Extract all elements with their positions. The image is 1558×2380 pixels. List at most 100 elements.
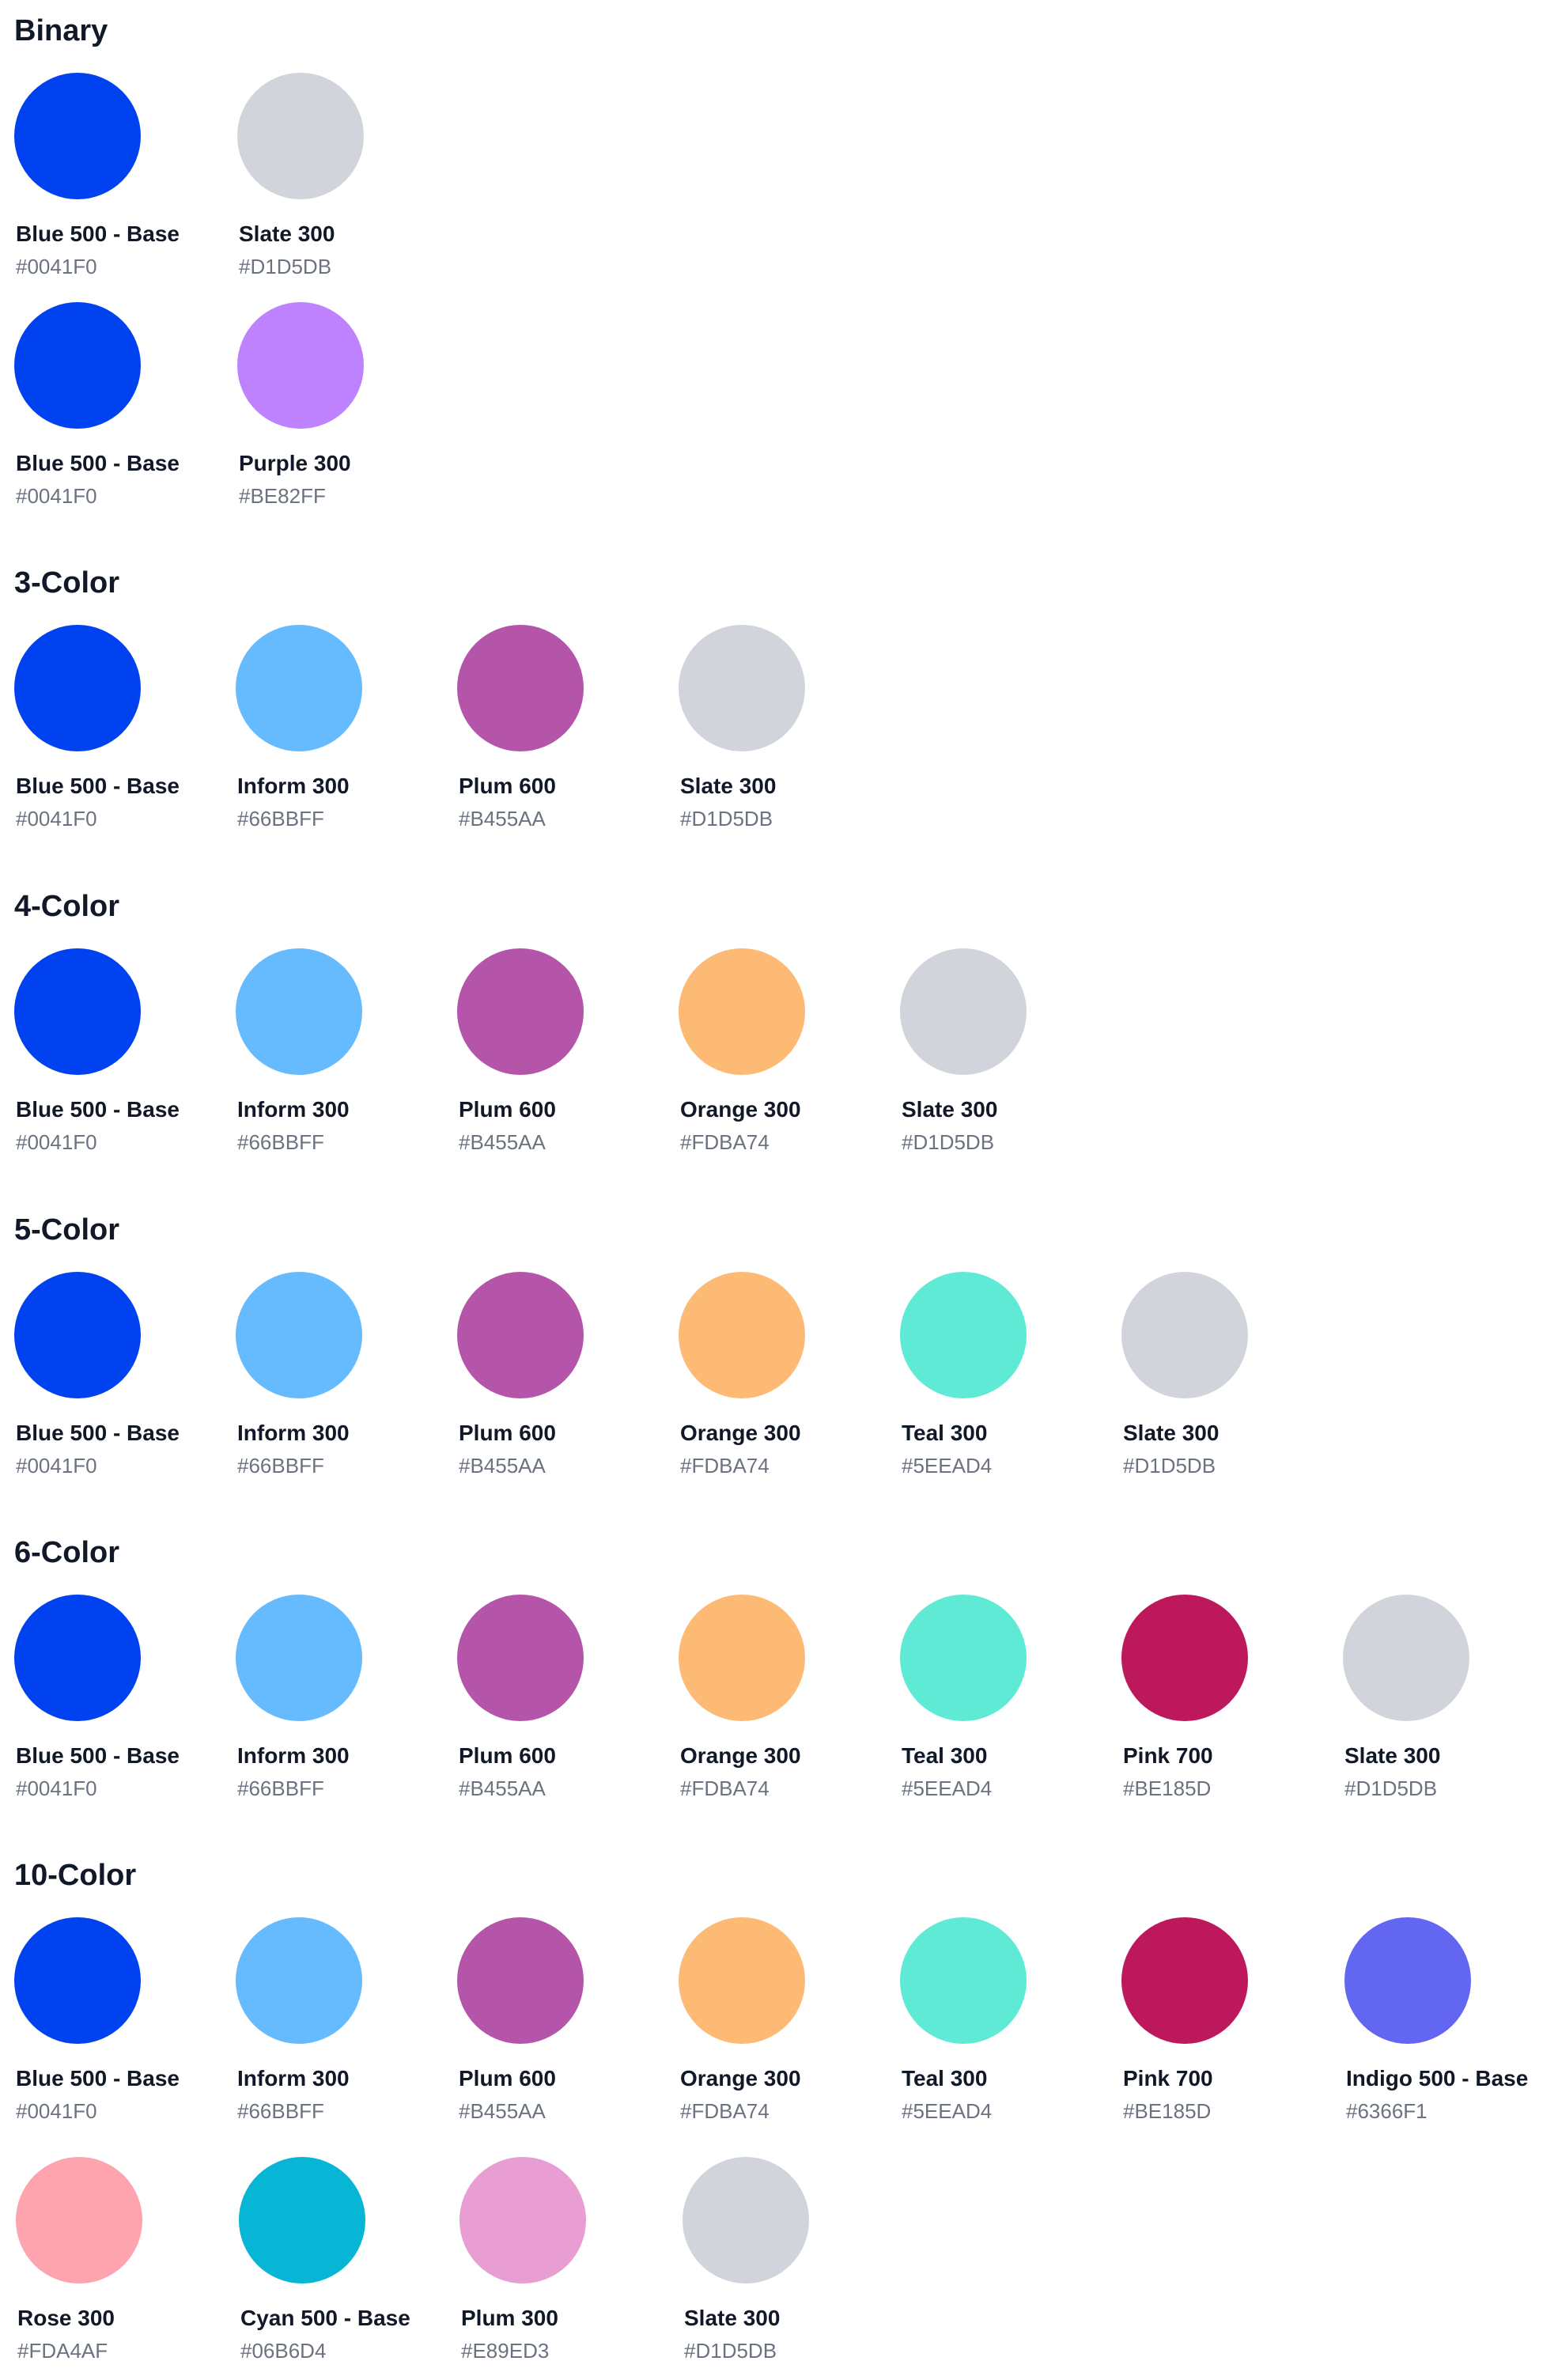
swatch-name: Orange 300 — [680, 1421, 801, 1445]
swatch-binary-2-purple-300: Purple 300 #BE82FF — [237, 302, 475, 508]
swatch-name: Rose 300 — [17, 2306, 115, 2330]
swatch-hex: #0041F0 — [16, 807, 97, 831]
swatch-circle — [457, 948, 584, 1075]
swatch-name: Inform 300 — [237, 2066, 350, 2091]
swatch-4-color-orange-300: Orange 300 #FDBA74 — [679, 948, 916, 1154]
section-title-10-color: 10-Color — [14, 1859, 137, 1892]
swatch-circle — [900, 1595, 1027, 1721]
swatch-hex: #66BBFF — [237, 1130, 324, 1154]
swatch-3-color-plum-600: Plum 600 #B455AA — [457, 625, 694, 831]
swatch-circle — [236, 625, 362, 751]
swatch-circle — [679, 625, 805, 751]
swatch-name: Inform 300 — [237, 1421, 350, 1445]
swatch-4-color-blue-500: Blue 500 - Base #0041F0 — [14, 948, 251, 1154]
swatch-circle — [679, 1272, 805, 1398]
swatch-4-color-inform-300: Inform 300 #66BBFF — [236, 948, 473, 1154]
swatch-circle — [1343, 1595, 1469, 1721]
swatch-4-color-slate-300: Slate 300 #D1D5DB — [900, 948, 1137, 1154]
swatch-circle — [900, 1272, 1027, 1398]
swatch-hex: #BE82FF — [239, 484, 326, 508]
swatch-name: Inform 300 — [237, 1097, 350, 1122]
swatch-10-color-slate-300: Slate 300 #D1D5DB — [683, 2157, 920, 2363]
swatch-name: Inform 300 — [237, 774, 350, 798]
swatch-10-color-indigo-500: Indigo 500 - Base #6366F1 — [1344, 1917, 1555, 2123]
swatch-circle — [1121, 1917, 1248, 2044]
swatch-name: Slate 300 — [1123, 1421, 1220, 1445]
swatch-circle — [14, 302, 141, 429]
swatch-hex: #BE185D — [1123, 2099, 1212, 2123]
swatch-10-color-orange-300: Orange 300 #FDBA74 — [679, 1917, 916, 2123]
swatch-binary-1-slate-300: Slate 300 #D1D5DB — [237, 73, 475, 278]
swatch-hex: #D1D5DB — [1123, 1454, 1216, 1478]
swatch-hex: #6366F1 — [1346, 2099, 1428, 2123]
swatch-hex: #FDA4AF — [17, 2339, 108, 2363]
swatch-hex: #5EEAD4 — [902, 1776, 993, 1800]
swatch-10-color-cyan-500: Cyan 500 - Base #06B6D4 — [239, 2157, 476, 2363]
swatch-circle — [679, 1595, 805, 1721]
swatch-name: Blue 500 - Base — [16, 221, 180, 246]
swatch-name: Indigo 500 - Base — [1346, 2066, 1529, 2091]
swatch-hex: #06B6D4 — [240, 2339, 327, 2363]
swatch-hex: #E89ED3 — [461, 2339, 550, 2363]
swatch-circle — [457, 625, 584, 751]
swatch-name: Teal 300 — [902, 1743, 988, 1768]
swatch-circle — [236, 1595, 362, 1721]
swatch-name: Blue 500 - Base — [16, 1421, 180, 1445]
swatch-5-color-orange-300: Orange 300 #FDBA74 — [679, 1272, 916, 1478]
swatch-hex: #0041F0 — [16, 255, 97, 278]
swatch-5-color-plum-600: Plum 600 #B455AA — [457, 1272, 694, 1478]
swatch-hex: #66BBFF — [237, 1454, 324, 1478]
swatch-hex: #B455AA — [459, 1130, 546, 1154]
section-title-6-color: 6-Color — [14, 1536, 119, 1569]
swatch-hex: #5EEAD4 — [902, 1454, 993, 1478]
swatch-hex: #0041F0 — [16, 1130, 97, 1154]
swatch-6-color-blue-500: Blue 500 - Base #0041F0 — [14, 1595, 251, 1800]
swatch-10-color-plum-300: Plum 300 #E89ED3 — [459, 2157, 697, 2363]
swatch-circle — [679, 948, 805, 1075]
swatch-hex: #D1D5DB — [239, 255, 332, 278]
swatch-circle — [457, 1595, 584, 1721]
swatch-hex: #66BBFF — [237, 807, 324, 831]
swatch-4-color-plum-600: Plum 600 #B455AA — [457, 948, 694, 1154]
swatch-name: Plum 600 — [459, 774, 556, 798]
swatch-circle — [236, 1272, 362, 1398]
swatch-name: Slate 300 — [684, 2306, 781, 2330]
swatch-circle — [900, 948, 1027, 1075]
swatch-10-color-blue-500: Blue 500 - Base #0041F0 — [14, 1917, 251, 2123]
swatch-6-color-slate-300: Slate 300 #D1D5DB — [1343, 1595, 1558, 1800]
swatch-name: Slate 300 — [239, 221, 335, 246]
swatch-circle — [236, 1917, 362, 2044]
swatch-circle — [239, 2157, 365, 2284]
swatch-circle — [683, 2157, 809, 2284]
swatch-hex: #B455AA — [459, 1776, 546, 1800]
swatch-name: Pink 700 — [1123, 2066, 1213, 2091]
swatch-hex: #B455AA — [459, 1454, 546, 1478]
section-title-4-color: 4-Color — [14, 890, 119, 923]
swatch-circle — [457, 1272, 584, 1398]
swatch-name: Plum 600 — [459, 2066, 556, 2091]
swatch-hex: #D1D5DB — [902, 1130, 995, 1154]
swatch-6-color-pink-700: Pink 700 #BE185D — [1121, 1595, 1359, 1800]
swatch-6-color-inform-300: Inform 300 #66BBFF — [236, 1595, 473, 1800]
swatch-hex: #B455AA — [459, 2099, 546, 2123]
swatch-name: Orange 300 — [680, 2066, 801, 2091]
swatch-10-color-plum-600: Plum 600 #B455AA — [457, 1917, 694, 2123]
swatch-name: Orange 300 — [680, 1097, 801, 1122]
swatch-circle — [237, 302, 364, 429]
swatch-3-color-inform-300: Inform 300 #66BBFF — [236, 625, 473, 831]
swatch-6-color-orange-300: Orange 300 #FDBA74 — [679, 1595, 916, 1800]
swatch-name: Teal 300 — [902, 1421, 988, 1445]
swatch-hex: #66BBFF — [237, 2099, 324, 2123]
swatch-name: Plum 600 — [459, 1421, 556, 1445]
swatch-circle — [14, 1595, 141, 1721]
swatch-name: Slate 300 — [902, 1097, 998, 1122]
swatch-3-color-blue-500: Blue 500 - Base #0041F0 — [14, 625, 251, 831]
swatch-hex: #D1D5DB — [680, 807, 773, 831]
swatch-10-color-teal-300: Teal 300 #5EEAD4 — [900, 1917, 1137, 2123]
swatch-circle — [236, 948, 362, 1075]
section-title-3-color: 3-Color — [14, 566, 119, 600]
swatch-name: Blue 500 - Base — [16, 1097, 180, 1122]
swatch-circle — [237, 73, 364, 199]
swatch-hex: #0041F0 — [16, 1454, 97, 1478]
